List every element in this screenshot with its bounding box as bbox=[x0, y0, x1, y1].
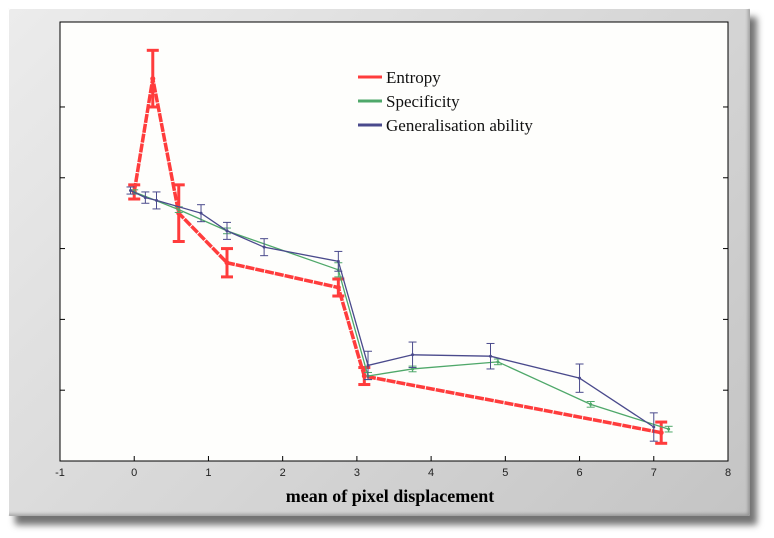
data-point-generalisation-ability bbox=[143, 196, 147, 200]
data-point-generalisation-ability bbox=[154, 198, 158, 202]
data-point-generalisation-ability bbox=[488, 354, 492, 358]
data-point-entropy bbox=[224, 260, 230, 266]
plot-area bbox=[59, 21, 729, 462]
x-tick-label: 1 bbox=[205, 467, 211, 479]
x-tick-label: 4 bbox=[428, 467, 434, 479]
x-tick-label: 0 bbox=[131, 467, 137, 479]
data-point-entropy bbox=[176, 210, 182, 216]
data-point-specificity bbox=[411, 367, 415, 371]
data-point-generalisation-ability bbox=[199, 211, 203, 215]
x-tick-label: 3 bbox=[354, 467, 360, 479]
x-tick-label: -1 bbox=[55, 467, 65, 479]
data-point-specificity bbox=[177, 208, 181, 212]
data-point-generalisation-ability bbox=[366, 363, 370, 367]
data-point-generalisation-ability bbox=[336, 259, 340, 263]
data-point-generalisation-ability bbox=[225, 229, 229, 233]
x-tick-label: 8 bbox=[725, 467, 731, 479]
x-tick-label: 2 bbox=[280, 467, 286, 479]
x-tick-label: 5 bbox=[502, 467, 508, 479]
data-point-generalisation-ability bbox=[578, 376, 582, 380]
plot-layer: -1 0 1 2 3 4 5 6 7 8 Entropy Specificity Generalisat… bbox=[55, 21, 731, 479]
series-line-generalisation-ability bbox=[130, 189, 655, 428]
data-point-entropy bbox=[150, 76, 156, 82]
data-point-specificity bbox=[667, 427, 671, 431]
data-point-generalisation-ability bbox=[129, 189, 133, 193]
data-point-specificity bbox=[496, 360, 500, 364]
x-tick-label: 6 bbox=[576, 467, 582, 479]
x-axis-title: mean of pixel displacement bbox=[286, 486, 495, 506]
data-point-generalisation-ability bbox=[411, 353, 415, 357]
x-tick-label: 7 bbox=[651, 467, 657, 479]
legend-label-generalisation-ability: Generalisation ability bbox=[386, 116, 533, 135]
legend-label-entropy: Entropy bbox=[386, 68, 441, 87]
data-point-generalisation-ability bbox=[262, 245, 266, 249]
data-point-entropy bbox=[335, 285, 341, 291]
legend-label-specificity: Specificity bbox=[386, 92, 460, 111]
data-point-generalisation-ability bbox=[652, 425, 656, 429]
data-point-entropy bbox=[361, 373, 367, 379]
data-point-specificity bbox=[589, 402, 593, 406]
data-point-entropy bbox=[658, 430, 664, 436]
